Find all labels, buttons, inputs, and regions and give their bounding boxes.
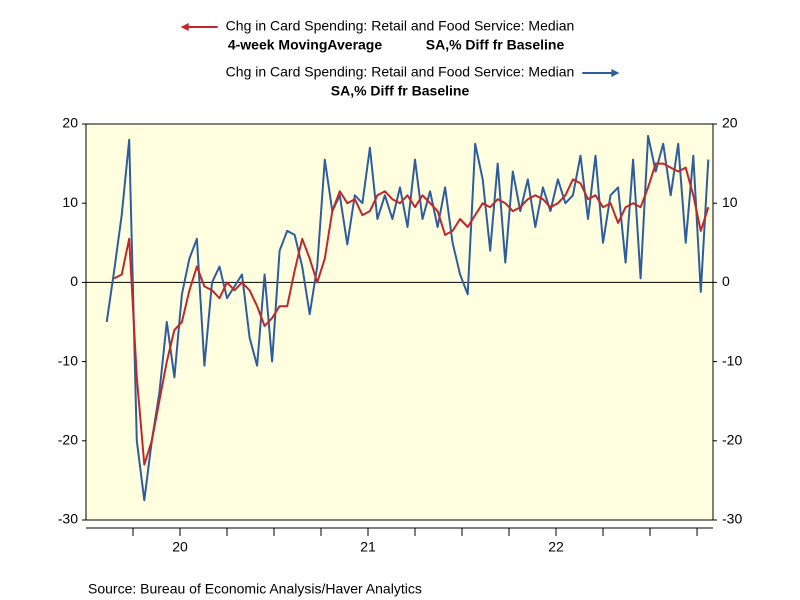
y2-tick-label: 10 <box>722 194 738 210</box>
y-tick-label: -10 <box>58 352 78 368</box>
series-line <box>113 162 710 466</box>
legend-sublabel: SA,% Diff fr Baseline <box>331 83 470 99</box>
legend-sublabel: 4-week MovingAverage <box>228 37 383 53</box>
series-line <box>105 134 710 502</box>
x-tick-label: 22 <box>548 539 564 555</box>
y2-tick-label: 20 <box>722 115 738 131</box>
legend-label: Chg in Card Spending: Retail and Food Se… <box>226 18 575 34</box>
x-tick-label: 21 <box>360 539 376 555</box>
y-tick-label: -30 <box>58 511 78 527</box>
y2-tick-label: -30 <box>722 511 742 527</box>
legend-sublabel: SA,% Diff fr Baseline <box>426 37 565 53</box>
source: Source: Bureau of Economic Analysis/Have… <box>88 581 422 597</box>
y-tick-label: 0 <box>70 273 78 289</box>
y2-tick-label: -10 <box>722 352 742 368</box>
y-tick-label: -20 <box>58 432 78 448</box>
y-tick-label: 10 <box>62 194 78 210</box>
y2-tick-label: 0 <box>722 273 730 289</box>
legend-arrowhead <box>611 69 620 77</box>
legend-arrowhead <box>180 23 189 31</box>
x-tick-label: 20 <box>172 539 188 555</box>
y-tick-label: 20 <box>62 115 78 131</box>
legend-label: Chg in Card Spending: Retail and Food Se… <box>226 64 575 80</box>
y2-tick-label: -20 <box>722 432 742 448</box>
